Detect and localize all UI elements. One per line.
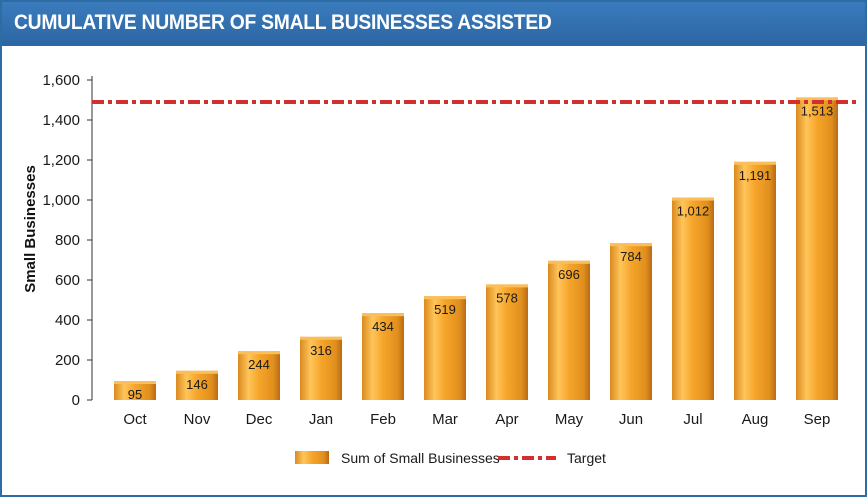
y-tick-label: 0 bbox=[72, 392, 80, 409]
category-label: Sep bbox=[804, 411, 831, 428]
bar-value-label: 244 bbox=[248, 357, 270, 372]
bars: 95 146 244 316 434 519 578 696 784 1,012 1,191 1,51… bbox=[114, 97, 838, 402]
legend: Sum of Small Businesses Target bbox=[295, 450, 606, 466]
bar-value-label: 434 bbox=[372, 319, 394, 334]
category-label: Jun bbox=[619, 411, 643, 428]
bar-top bbox=[114, 381, 156, 384]
bar-value-label: 1,012 bbox=[677, 204, 710, 219]
y-tick-label: 200 bbox=[55, 352, 80, 369]
category-label: Feb bbox=[370, 411, 396, 428]
bar bbox=[424, 296, 466, 400]
bar bbox=[734, 161, 776, 400]
category-label: Mar bbox=[432, 411, 458, 428]
y-tick-label: 1,400 bbox=[42, 112, 80, 129]
bar-value-label: 95 bbox=[128, 387, 142, 402]
legend-label-target: Target bbox=[567, 450, 606, 466]
bar-value-label: 1,191 bbox=[739, 168, 772, 183]
bar bbox=[672, 197, 714, 400]
category-label: Nov bbox=[184, 411, 211, 428]
y-tick-label: 800 bbox=[55, 232, 80, 249]
category-label: May bbox=[555, 411, 584, 428]
y-tick-label: 1,000 bbox=[42, 192, 80, 209]
bar-top bbox=[796, 97, 838, 101]
category-labels: Oct Nov Dec Jan Feb Mar Apr May Jun Jul Aug Sep bbox=[123, 411, 830, 428]
category-label: Jul bbox=[683, 411, 702, 428]
bar bbox=[610, 243, 652, 400]
chart-title: CUMULATIVE NUMBER OF SMALL BUSINESSES AS… bbox=[14, 11, 552, 34]
bar-value-label: 696 bbox=[558, 267, 580, 282]
bar-top bbox=[362, 313, 404, 317]
y-tick-label: 600 bbox=[55, 272, 80, 289]
bar-value-label: 519 bbox=[434, 302, 456, 317]
bar-top bbox=[176, 370, 218, 374]
bar-top bbox=[672, 197, 714, 201]
bar-top bbox=[734, 161, 776, 165]
bar bbox=[548, 260, 590, 400]
bar bbox=[114, 381, 156, 400]
y-tick-label: 1,600 bbox=[42, 72, 80, 89]
y-axis-label: Small Businesses bbox=[22, 165, 39, 293]
bar-value-label: 784 bbox=[620, 249, 642, 264]
y-tick-label: 400 bbox=[55, 312, 80, 329]
bar bbox=[362, 313, 404, 400]
category-label: Oct bbox=[123, 411, 147, 428]
chart-header: CUMULATIVE NUMBER OF SMALL BUSINESSES AS… bbox=[2, 2, 865, 46]
category-label: Aug bbox=[742, 411, 769, 428]
bar bbox=[796, 97, 838, 401]
bar-value-label: 1,513 bbox=[801, 103, 834, 118]
legend-swatch-bars bbox=[295, 451, 329, 464]
bar bbox=[176, 370, 218, 400]
bar-value-label: 146 bbox=[186, 377, 208, 392]
category-label: Apr bbox=[495, 411, 518, 428]
bar-value-label: 578 bbox=[496, 290, 518, 305]
bar-top bbox=[486, 284, 528, 288]
bar-top bbox=[424, 296, 466, 300]
bar-top bbox=[300, 336, 342, 340]
bar bbox=[300, 336, 342, 400]
category-label: Dec bbox=[246, 411, 273, 428]
bar bbox=[486, 284, 528, 400]
legend-label-bars: Sum of Small Businesses bbox=[341, 450, 500, 466]
bar-top bbox=[548, 260, 590, 264]
bar-top bbox=[610, 243, 652, 247]
bar-value-label: 316 bbox=[310, 343, 332, 358]
y-ticks: 0 200 400 600 800 1,000 1,200 1,400 1,600 bbox=[42, 72, 92, 409]
bar-top bbox=[238, 351, 280, 355]
category-label: Jan bbox=[309, 411, 333, 428]
y-tick-label: 1,200 bbox=[42, 152, 80, 169]
bar bbox=[238, 351, 280, 400]
